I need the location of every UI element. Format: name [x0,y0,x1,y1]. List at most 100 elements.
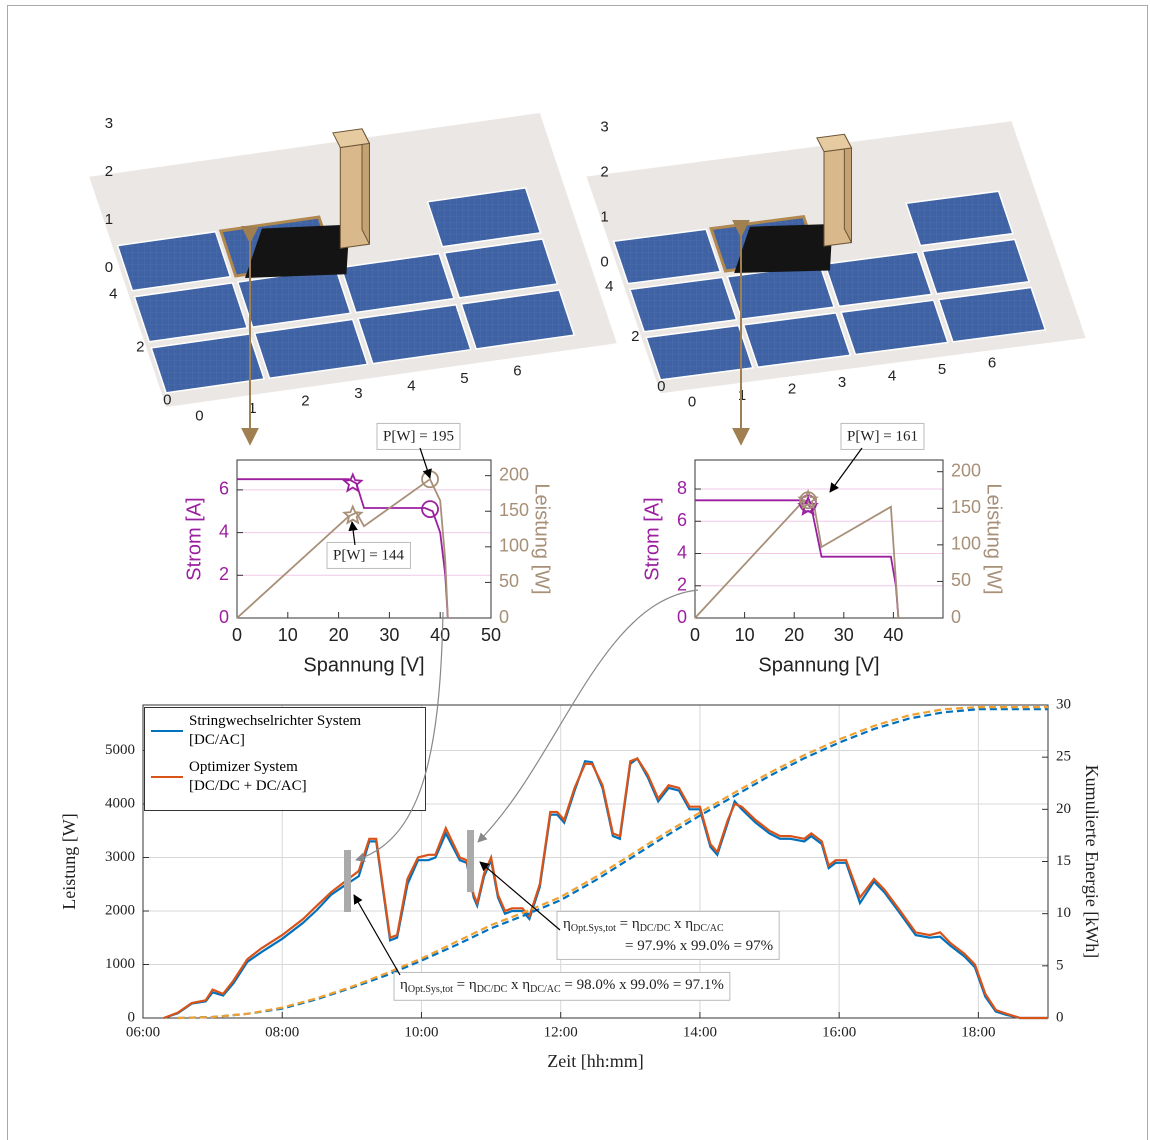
x-tick-label: 50 [481,625,501,645]
annotation-part: = 97.9% x 99.0% = 97% [625,938,773,954]
y-tick-label: 3000 [105,849,135,865]
y2-tick-label: 0 [1056,1009,1064,1025]
y2-tick-label: 25 [1056,749,1071,765]
y-tick-label: 2 [219,564,229,584]
y2-tick-label: 15 [1056,853,1071,869]
x-axis-label: Zeit [hh:mm] [547,1051,643,1071]
legend: Stringwechselrichter System [DC/AC] Optim… [144,707,426,813]
y2-tick-label: 30 [1056,696,1071,712]
y2-tick-label: 200 [951,460,981,480]
y-tick-label: 0 [128,1009,136,1025]
plot-area [237,460,491,618]
page: {"chart_data": [ {"type": "scene3d", "xt… [0,0,1150,1140]
z-tick-label: 1 [105,211,113,228]
x-tick-label: 20 [784,625,804,645]
y2-tick-label: 50 [499,571,519,591]
legend-swatch [151,776,183,778]
annotation-subscript: DC/DC [640,923,671,934]
y-tick-label: 6 [219,479,229,499]
x-tick-label: 0 [232,625,242,645]
y-tick-label: 0 [657,378,665,395]
x-tick-label: 40 [883,625,903,645]
annotation-subscript: DC/AC [530,984,561,995]
z-tick-label: 2 [600,163,608,180]
y2-axis-label: Leistung [W] [983,483,1005,594]
annotation-subscript: DC/AC [693,923,724,934]
x-tick-label: 06:00 [126,1024,160,1040]
y2-tick-label: 5 [1056,957,1064,973]
shadow [245,225,349,278]
y2-tick-label: 150 [499,500,529,520]
time-marker [344,850,351,912]
y-tick-label: 2 [136,339,144,356]
x-tick-label: 14:00 [683,1024,717,1040]
x-tick-label: 6 [988,354,996,371]
annotation-part: = 98.0% x 99.0% = 97.1% [561,977,724,993]
z-tick-label: 0 [600,253,608,270]
legend-swatch [151,730,183,732]
y2-tick-label: 150 [951,497,981,517]
y-axis-label: Leistung [W] [59,813,79,909]
y2-tick-label: 200 [499,464,529,484]
annotation: P[W] = 144 [327,542,410,568]
x-tick-label: 5 [938,361,946,378]
annotation-part: x η [670,916,693,932]
x-tick-label: 30 [379,625,399,645]
y2-axis-label: Kumulierte Energie [kWh] [1082,765,1102,959]
annotation-subscript: Opt.Sys,tot [408,984,453,995]
y2-tick-label: 100 [499,536,529,556]
x-tick-label: 2 [301,393,309,410]
x-tick-label: 0 [195,408,203,425]
legend-box: Stringwechselrichter System [DC/AC] Optim… [144,707,426,811]
x-tick-label: 5 [460,370,468,387]
z-tick-label: 2 [105,163,113,180]
time-marker [467,830,474,892]
legend-entry: Optimizer System [DC/DC + DC/AC] [151,758,419,796]
x-tick-label: 10 [278,625,298,645]
plot-area [695,460,943,618]
x-tick-label: 40 [430,625,450,645]
legend-entry: Stringwechselrichter System [DC/AC] [151,712,419,750]
y2-tick-label: 50 [951,570,971,590]
y-tick-label: 0 [163,392,171,409]
x-tick-label: 10:00 [404,1024,438,1040]
figure: 0123456024012301234560240123024605010015… [0,0,1150,1140]
y-tick-label: 0 [219,607,229,627]
y-tick-label: 4 [109,286,117,303]
z-tick-label: 3 [105,115,113,132]
y-tick-label: 2 [677,575,687,595]
y-tick-label: 4 [219,521,229,541]
annotation: P[W] = 161 [841,423,924,449]
y2-tick-label: 10 [1056,905,1071,921]
y2-tick-label: 0 [499,607,509,627]
x-tick-label: 16:00 [822,1024,856,1040]
x-axis-label: Spannung [V] [758,654,879,676]
y-axis-label: Strom [A] [641,497,663,580]
y-tick-label: 2 [631,328,639,345]
legend-label: Optimizer System [DC/DC + DC/AC] [189,758,307,796]
x-tick-label: 20 [329,625,349,645]
y-axis-label: Strom [A] [183,497,205,580]
y-tick-label: 4000 [105,795,135,811]
x-tick-label: 3 [354,385,362,402]
x-tick-label: 0 [690,625,700,645]
annotation-text: P[W] = 144 [333,547,404,563]
x-tick-label: 1 [738,387,746,404]
building-side [844,134,851,242]
x-tick-label: 3 [838,374,846,391]
z-tick-label: 1 [600,208,608,225]
y2-tick-label: 100 [951,534,981,554]
building-side [362,129,369,244]
annotation-part: = η [616,916,640,932]
annotation-part: η [563,916,571,932]
y-tick-label: 5000 [105,742,135,758]
y-tick-label: 2000 [105,902,135,918]
z-tick-label: 3 [600,118,608,135]
y-tick-label: 4 [605,278,613,295]
x-tick-label: 10 [735,625,755,645]
shadow [734,224,832,273]
x-tick-label: 0 [688,393,696,410]
y-tick-label: 6 [677,510,687,530]
annotation-text: P[W] = 161 [847,428,918,444]
y2-axis-label: Leistung [W] [531,483,553,594]
